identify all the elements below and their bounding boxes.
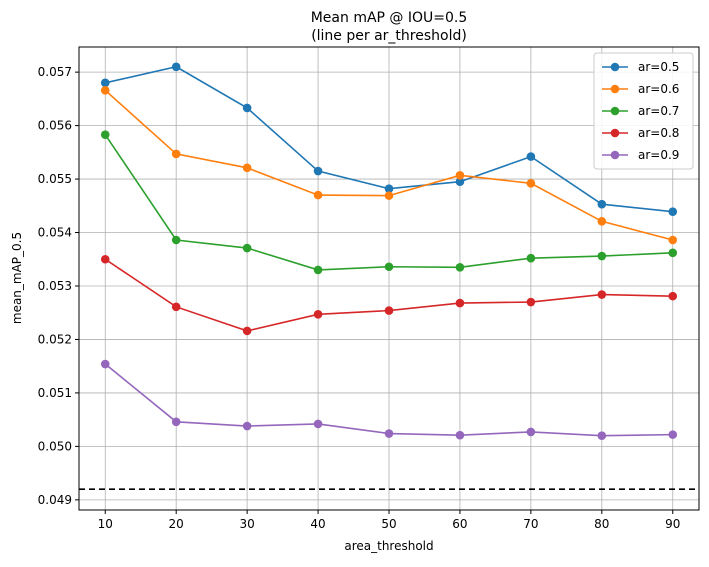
data-point — [313, 190, 323, 200]
data-point — [384, 191, 394, 200]
data-point — [171, 149, 181, 159]
series-layer — [100, 62, 678, 440]
data-point — [313, 166, 323, 176]
data-point — [668, 291, 678, 301]
data-point — [384, 306, 394, 315]
legend-swatch-marker — [610, 106, 620, 116]
x-axis: 10 20 30 40 50 60 70 80 90 — [98, 510, 680, 531]
data-point — [526, 152, 536, 161]
data-point — [384, 262, 394, 272]
legend-entry: ar=0.9 — [602, 148, 679, 162]
data-point — [100, 86, 110, 95]
legend-box — [593, 52, 694, 170]
data-point — [668, 248, 678, 258]
chart-subtitle: (line per ar_threshold) — [311, 28, 467, 44]
data-point — [384, 184, 394, 193]
series-ar=0.5 — [100, 62, 678, 216]
data-point — [597, 251, 607, 261]
grid — [79, 47, 699, 510]
legend-swatch-marker — [610, 128, 620, 138]
x-axis-label: area_threshold — [344, 539, 433, 553]
x-tick-label: 80 — [594, 517, 609, 531]
chart-title: Mean mAP @ IOU=0.5 — [311, 10, 468, 26]
data-point — [668, 235, 678, 245]
x-tick-label: 90 — [665, 517, 680, 531]
legend-label: ar=0.8 — [638, 126, 679, 140]
x-tick-label: 50 — [381, 517, 396, 531]
data-point — [313, 310, 323, 319]
y-tick-label: 0.054 — [38, 226, 72, 240]
y-tick-label: 0.050 — [38, 439, 72, 453]
y-tick-label: 0.052 — [38, 332, 72, 346]
data-point — [242, 163, 252, 173]
data-point — [597, 290, 607, 299]
data-point — [597, 199, 607, 209]
data-point — [242, 103, 252, 113]
data-point — [455, 430, 465, 440]
series-ar=0.6 — [100, 86, 678, 245]
legend-swatch-marker — [610, 62, 620, 72]
data-point — [242, 421, 252, 431]
legend-label: ar=0.9 — [638, 148, 679, 162]
legend-swatch-marker — [610, 150, 620, 160]
x-tick-label: 20 — [169, 517, 184, 531]
data-point — [100, 254, 110, 264]
data-point — [668, 430, 678, 439]
x-tick-label: 70 — [523, 517, 538, 531]
data-point — [455, 262, 465, 272]
y-tick-label: 0.053 — [38, 279, 72, 293]
y-tick-label: 0.057 — [38, 65, 72, 79]
data-point — [526, 253, 536, 263]
legend-entry: ar=0.7 — [602, 104, 679, 118]
legend-label: ar=0.7 — [638, 104, 679, 118]
data-point — [455, 177, 465, 187]
data-point — [171, 235, 181, 245]
data-point — [171, 302, 181, 312]
legend-entry: ar=0.8 — [602, 126, 679, 140]
y-tick-label: 0.056 — [38, 119, 72, 133]
y-tick-label: 0.051 — [38, 386, 72, 400]
series-ar=0.8 — [100, 254, 678, 336]
x-tick-label: 10 — [98, 517, 113, 531]
series-ar=0.7 — [100, 130, 678, 275]
data-point — [526, 179, 536, 188]
series-ar=0.9 — [100, 359, 678, 440]
data-point — [668, 207, 678, 216]
legend-label: ar=0.6 — [638, 82, 679, 96]
y-tick-label: 0.049 — [38, 493, 72, 507]
data-point — [597, 216, 607, 226]
legend-entry: ar=0.5 — [602, 60, 679, 74]
data-point — [100, 359, 110, 369]
data-point — [171, 417, 181, 427]
data-point — [455, 171, 465, 180]
legend-entry: ar=0.6 — [602, 82, 679, 96]
legend-label: ar=0.5 — [638, 60, 679, 74]
y-axis: 0.049 0.050 0.051 0.052 0.053 0.054 0.055 0.056… — [38, 65, 79, 507]
x-tick-label: 40 — [310, 517, 325, 531]
data-point — [171, 62, 181, 72]
data-point — [313, 419, 323, 429]
data-point — [242, 243, 252, 253]
data-point — [526, 427, 536, 437]
data-point — [384, 429, 394, 438]
y-tick-label: 0.055 — [38, 172, 72, 186]
data-point — [242, 326, 252, 336]
data-point — [313, 265, 323, 275]
y-axis-label: mean_mAP_0.5 — [10, 232, 24, 324]
data-point — [100, 78, 110, 88]
data-point — [455, 298, 465, 308]
data-point — [100, 130, 110, 139]
legend-swatch-marker — [610, 84, 620, 94]
x-tick-label: 60 — [452, 517, 467, 531]
legend: ar=0.5 ar=0.6 ar=0.7 ar=0.8 ar=0.9 — [593, 52, 694, 170]
x-tick-label: 30 — [239, 517, 254, 531]
data-point — [597, 431, 607, 440]
data-point — [526, 297, 536, 307]
